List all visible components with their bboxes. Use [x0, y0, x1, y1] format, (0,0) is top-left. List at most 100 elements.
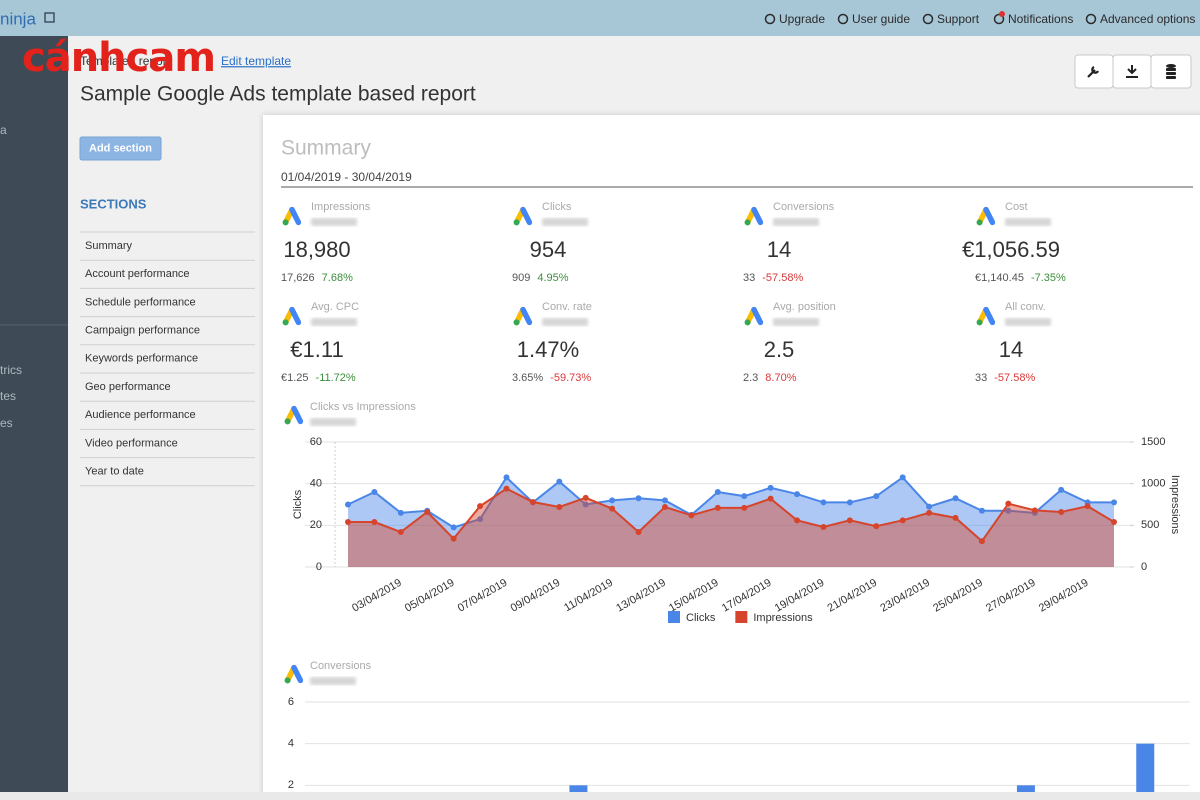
- kpi-change: 7.68%: [322, 272, 353, 284]
- data-point: [424, 509, 431, 515]
- section-link[interactable]: Keywords performance: [85, 353, 198, 365]
- kpi-previous: 2.3: [743, 372, 758, 384]
- breadcrumb-link[interactable]: Edit template: [221, 54, 291, 68]
- data-point: [873, 523, 880, 530]
- series-line: [348, 487, 1115, 543]
- bar: [1016, 785, 1035, 792]
- data-point: [820, 499, 827, 506]
- data-point: [794, 517, 801, 524]
- data-point: [899, 517, 906, 524]
- side-nav-item[interactable]: es: [0, 416, 13, 430]
- notification-dot: [999, 11, 1005, 17]
- blurred-subtitle: [1005, 218, 1051, 226]
- data-point: [477, 503, 484, 510]
- bottom-edge: [0, 792, 1200, 800]
- data-point: [741, 493, 748, 500]
- top-bar: [0, 0, 1200, 36]
- data-point: [397, 509, 404, 516]
- kpi-previous: 909: [512, 272, 530, 284]
- add-section-button[interactable]: [79, 136, 162, 161]
- section-link[interactable]: Geo performance: [85, 381, 171, 393]
- section-link[interactable]: Summary: [85, 240, 133, 252]
- kpi-change: 8.70%: [765, 372, 796, 384]
- blurred-subtitle: [773, 318, 819, 326]
- kpi-previous: 3.65%: [512, 372, 543, 384]
- data-point: [397, 529, 404, 535]
- data-point: [1084, 503, 1091, 510]
- kpi-previous: 33: [743, 272, 755, 284]
- side-nav: [0, 36, 68, 800]
- download-icon: [1126, 65, 1138, 78]
- y-tick-label: 20: [310, 519, 322, 531]
- section-link[interactable]: Account performance: [85, 268, 190, 280]
- kpi-change: 4.95%: [537, 272, 568, 284]
- data-point: [582, 494, 589, 501]
- data-point: [820, 524, 827, 530]
- data-point: [609, 505, 616, 512]
- kpi-label: All conv.: [1005, 301, 1046, 313]
- section-link[interactable]: Schedule performance: [85, 296, 196, 308]
- bar: [569, 785, 588, 792]
- add-section-label[interactable]: Add section: [89, 142, 152, 154]
- nav-link[interactable]: Support: [937, 12, 980, 26]
- data-point: [582, 501, 589, 508]
- data-point: [345, 501, 351, 508]
- data-point: [741, 504, 748, 511]
- kpi-label: Cost: [1005, 201, 1028, 213]
- data-point: [926, 503, 933, 510]
- data-point: [371, 519, 378, 525]
- section-link[interactable]: Campaign performance: [85, 325, 200, 337]
- data-point: [1111, 499, 1117, 506]
- data-point: [952, 495, 959, 502]
- kpi-change: -7.35%: [1031, 272, 1066, 284]
- kpi-value: 14: [767, 237, 791, 262]
- data-point: [503, 474, 510, 481]
- side-nav-item[interactable]: a: [0, 123, 7, 137]
- side-nav-item[interactable]: tes: [0, 389, 16, 403]
- data-point: [1031, 507, 1038, 514]
- data-point: [767, 495, 774, 502]
- data-point: [529, 499, 536, 505]
- kpi-label: Conv. rate: [542, 301, 592, 313]
- legend-label[interactable]: Impressions: [753, 612, 813, 624]
- legend-swatch: [668, 611, 680, 623]
- data-point: [371, 489, 378, 495]
- nav-link[interactable]: Advanced options: [1100, 12, 1195, 26]
- data-point: [714, 504, 721, 511]
- legend-label[interactable]: Clicks: [686, 612, 716, 624]
- breadcrumb[interactable]: Templated report: [80, 54, 171, 68]
- y-axis-label: Clicks: [292, 489, 304, 519]
- data-point: [899, 474, 906, 481]
- blurred-subtitle: [1005, 318, 1051, 326]
- nav-link[interactable]: User guide: [852, 12, 910, 26]
- nav-link[interactable]: Upgrade: [779, 12, 825, 26]
- kpi-value: 14: [999, 337, 1023, 362]
- data-button[interactable]: [1150, 54, 1192, 89]
- data-point: [661, 497, 668, 504]
- date-range: 01/04/2019 - 30/04/2019: [281, 170, 412, 184]
- data-point: [714, 489, 721, 495]
- database-icon: [1166, 64, 1176, 79]
- data-point: [661, 504, 668, 510]
- kpi-label: Conversions: [773, 201, 835, 213]
- nav-icon: [1085, 13, 1097, 25]
- nav-icon: [764, 13, 776, 25]
- sections-heading: SECTIONS: [80, 196, 147, 211]
- section-link[interactable]: Video performance: [85, 437, 178, 449]
- data-point: [846, 499, 853, 506]
- series-line: [347, 475, 1114, 529]
- data-point: [556, 504, 563, 510]
- kpi-previous: €1,140.45: [975, 272, 1024, 284]
- section-link[interactable]: Year to date: [85, 466, 144, 478]
- nav-link[interactable]: Notifications: [1008, 12, 1073, 26]
- side-nav-item[interactable]: trics: [0, 363, 22, 377]
- data-point: [952, 514, 959, 521]
- nav-icon: [993, 13, 1005, 25]
- kpi-previous: €1.25: [281, 372, 309, 384]
- y2-tick-label: 1000: [1141, 478, 1165, 490]
- section-link[interactable]: Audience performance: [85, 409, 196, 421]
- y-tick-label: 2: [288, 779, 294, 791]
- brand[interactable]: ninja: [0, 9, 36, 28]
- data-point: [1058, 486, 1065, 493]
